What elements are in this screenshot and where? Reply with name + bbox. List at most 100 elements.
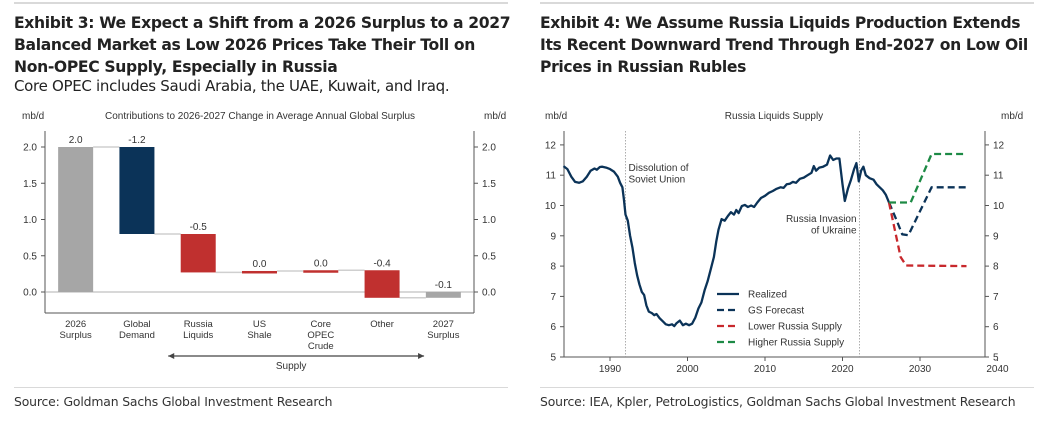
x-tick-label: 2020 <box>831 364 854 375</box>
x-tick-label: 2000 <box>676 364 699 375</box>
exhibit-3-title-line: Exhibit 3: We Expect a Shift from a 2026… <box>14 14 511 32</box>
event-annotation: Russia Invasion <box>786 214 857 225</box>
category-label: US <box>253 319 266 330</box>
exhibit-4-title-line: Exhibit 4: We Assume Russia Liquids Prod… <box>540 14 1021 32</box>
category-label: Other <box>370 319 394 330</box>
x-tick-label: 2010 <box>754 364 777 375</box>
bar <box>119 147 155 234</box>
y-tick-label-right: 5 <box>993 353 999 364</box>
bar-value-label: 0.0 <box>253 259 267 270</box>
event-annotation: Dissolution of <box>629 163 689 174</box>
y-tick-label-left: 9 <box>550 231 556 242</box>
y-tick-label-left: 1.5 <box>23 179 37 190</box>
series-line-realized <box>562 154 891 328</box>
legend-label: GS Forecast <box>748 306 804 317</box>
y-axis-label-left: mb/d <box>22 111 44 122</box>
series-line-gs-forecast <box>887 186 967 237</box>
y-tick-label-right: 2.0 <box>482 143 496 154</box>
y-tick-label-right: 12 <box>993 140 1005 151</box>
x-tick-label: 1990 <box>599 364 622 375</box>
y-tick-label-right: 6 <box>993 322 999 333</box>
bar-value-label: -0.4 <box>373 258 391 269</box>
exhibit-4-title: Exhibit 4: We Assume Russia Liquids Prod… <box>540 12 1046 78</box>
y-tick-label-left: 5 <box>550 353 556 364</box>
exhibit-3-panel: Exhibit 3: We Expect a Shift from a 2026… <box>0 0 520 424</box>
category-label: Russia <box>184 319 214 330</box>
category-label: 2027 <box>433 319 454 330</box>
y-tick-label-right: 8 <box>993 262 999 273</box>
y-tick-label-left: 2.0 <box>23 143 37 154</box>
y-tick-label-right: 9 <box>993 231 999 242</box>
y-axis-label-left: mb/d <box>545 111 567 122</box>
bar <box>180 234 216 273</box>
exhibit-3-subtitle: Core OPEC includes Saudi Arabia, the UAE… <box>14 77 450 95</box>
bar-value-label: 2.0 <box>69 135 83 146</box>
legend-label: Realized <box>748 290 787 301</box>
event-annotation: Soviet Union <box>629 175 686 186</box>
y-tick-label-left: 12 <box>545 140 557 151</box>
bar <box>364 270 400 298</box>
exhibit-3-bottom-rule <box>14 387 508 388</box>
y-axis-label-right: mb/d <box>484 111 506 122</box>
category-label: Surplus <box>427 330 459 341</box>
category-label: Core <box>310 319 331 330</box>
category-label: Surplus <box>60 330 92 341</box>
bar-value-label: -1.2 <box>128 135 146 146</box>
y-tick-label-left: 10 <box>545 201 557 212</box>
legend-label: Higher Russia Supply <box>748 338 844 349</box>
category-label: Liquids <box>183 330 213 341</box>
y-tick-label-left: 7 <box>550 292 556 303</box>
chart-title: Russia Liquids Supply <box>725 111 823 122</box>
arrow-left-icon <box>168 353 175 359</box>
y-tick-label-left: 6 <box>550 322 556 333</box>
russia-liquids-line-chart: Russia Liquids Supply mb/d mb/d 5 5 6 6 7 7 8 8… <box>545 111 1023 375</box>
chart-title: Contributions to 2026-2027 Change in Ave… <box>105 111 415 122</box>
bar <box>425 292 461 298</box>
exhibit-3-title-line: Balanced Market as Low 2026 Prices Take … <box>14 36 476 54</box>
y-tick-label-left: 8 <box>550 262 556 273</box>
category-label: Demand <box>119 330 155 341</box>
category-label: OPEC <box>307 330 334 341</box>
bar-value-label: -0.1 <box>435 280 453 291</box>
exhibit-4-bottom-rule <box>540 387 1034 388</box>
y-tick-label-right: 11 <box>993 171 1004 182</box>
y-tick-label-left: 1.0 <box>23 215 37 226</box>
y-tick-label-left: 11 <box>546 171 557 182</box>
bar <box>303 270 339 273</box>
series-line-higher-russia-supply <box>889 152 967 204</box>
supply-bracket-label: Supply <box>276 361 307 372</box>
exhibit-3-title-line: Non-OPEC Supply, Especially in Russia <box>14 58 338 76</box>
exhibit-4-title-line: Prices in Russian Rubles <box>540 58 747 76</box>
category-label: Crude <box>308 341 334 352</box>
exhibit-3-top-rule <box>14 2 508 4</box>
bar <box>242 270 277 274</box>
exhibit-3-source: Source: Goldman Sachs Global Investment … <box>14 394 333 409</box>
y-tick-label-right: 1.5 <box>482 179 496 190</box>
arrow-right-icon <box>418 353 425 359</box>
category-label: 2026 <box>65 319 86 330</box>
y-tick-label-left: 0.5 <box>23 251 37 262</box>
y-tick-label-right: 0.0 <box>482 288 496 299</box>
exhibit-4-source: Source: IEA, Kpler, PetroLogistics, Gold… <box>540 394 1016 409</box>
y-tick-label-left: 0.0 <box>23 288 37 299</box>
y-tick-label-right: 0.5 <box>482 251 496 262</box>
y-tick-label-right: 7 <box>993 292 999 303</box>
legend-label: Lower Russia Supply <box>748 322 842 333</box>
waterfall-chart: Contributions to 2026-2027 Change in Ave… <box>22 111 506 372</box>
exhibit-4-panel: Exhibit 4: We Assume Russia Liquids Prod… <box>526 0 1046 424</box>
bar <box>58 147 94 292</box>
series-line-lower-russia-supply <box>887 202 967 268</box>
category-label: Shale <box>247 330 271 341</box>
category-label: Global <box>123 319 150 330</box>
y-axis-label-right: mb/d <box>1001 111 1023 122</box>
event-annotation: of Ukraine <box>811 226 857 237</box>
exhibit-3-title: Exhibit 3: We Expect a Shift from a 2026… <box>14 12 524 78</box>
bar-value-label: 0.0 <box>314 258 328 269</box>
exhibit-4-title-line: Its Recent Downward Trend Through End-20… <box>540 36 1028 54</box>
y-tick-label-right: 1.0 <box>482 215 496 226</box>
x-tick-label: 2040 <box>986 364 1009 375</box>
x-tick-label: 2030 <box>909 364 932 375</box>
exhibit-4-top-rule <box>540 2 1034 4</box>
bar-value-label: -0.5 <box>190 222 208 233</box>
y-tick-label-right: 10 <box>993 201 1005 212</box>
